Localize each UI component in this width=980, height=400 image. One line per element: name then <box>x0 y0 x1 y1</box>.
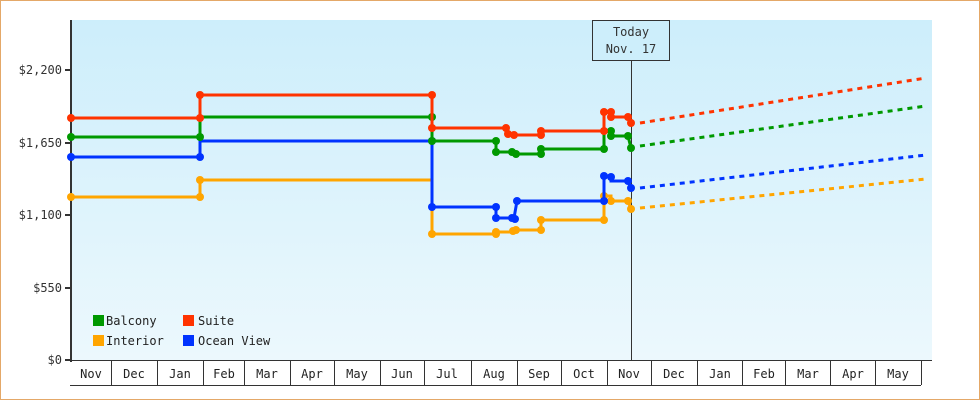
legend-swatch-balcony <box>93 315 104 326</box>
month-label: Jul <box>436 367 458 381</box>
plot-area <box>71 20 932 360</box>
legend-label-suite: Suite <box>198 314 234 328</box>
legend-label-ocean-view: Ocean View <box>198 334 271 348</box>
legend: Balcony Suite Interior Ocean View <box>93 314 271 348</box>
forecast-lines <box>639 76 927 210</box>
month-label: Nov <box>80 367 102 381</box>
month-label: Feb <box>213 367 235 381</box>
balcony-forecast <box>639 104 927 148</box>
x-axis <box>70 360 932 386</box>
ocean-view-forecast <box>639 153 927 190</box>
series-balcony <box>67 113 635 158</box>
legend-label-balcony: Balcony <box>106 314 157 328</box>
today-label: Today <box>613 25 649 39</box>
month-label: Jan <box>169 367 191 381</box>
month-label: Dec <box>663 367 685 381</box>
month-label: May <box>346 367 368 381</box>
month-label: Mar <box>256 367 278 381</box>
month-label: Sep <box>528 367 550 381</box>
today-label-box <box>592 20 670 61</box>
series-ocean-view <box>67 137 635 223</box>
suite-forecast <box>639 76 927 125</box>
y-tick-label: $550 <box>33 281 62 295</box>
month-label: Feb <box>753 367 775 381</box>
y-tick-label: $1,650 <box>19 136 62 150</box>
month-label: Nov <box>618 367 640 381</box>
legend-swatch-interior <box>93 335 104 346</box>
month-label: Jan <box>709 367 731 381</box>
month-label: Mar <box>797 367 819 381</box>
legend-swatch-suite <box>183 315 194 326</box>
today-date: Nov. 17 <box>606 42 657 56</box>
month-label: Apr <box>842 367 864 381</box>
interior-forecast <box>639 177 927 210</box>
x-month-labels: Nov Dec Jan Feb Mar Apr May Jun Jul Aug … <box>80 367 909 381</box>
y-tick-label: $1,100 <box>19 208 62 222</box>
month-label: Apr <box>301 367 323 381</box>
y-tick-labels: $2,200 $1,650 $1,100 $550 $0 <box>19 63 62 367</box>
month-label: Dec <box>123 367 145 381</box>
month-label: May <box>887 367 909 381</box>
month-label: Oct <box>573 367 595 381</box>
month-label: Jun <box>391 367 413 381</box>
y-tick-label: $2,200 <box>19 63 62 77</box>
month-label: Aug <box>483 367 505 381</box>
series-suite <box>67 91 635 139</box>
legend-swatch-ocean-view <box>183 335 194 346</box>
y-tick-label: $0 <box>48 353 62 367</box>
legend-label-interior: Interior <box>106 334 164 348</box>
